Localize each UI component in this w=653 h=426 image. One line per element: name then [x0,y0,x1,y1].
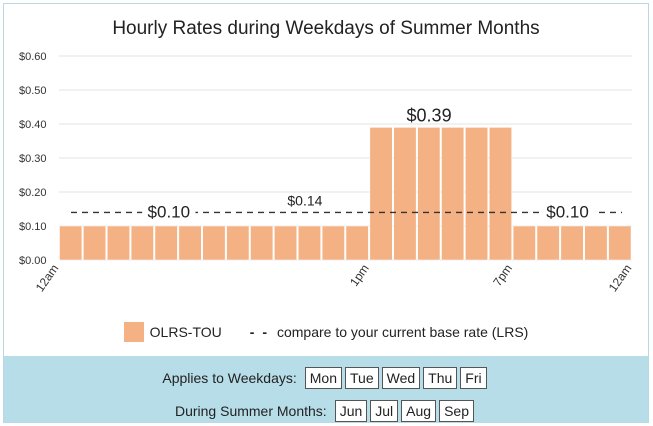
x-tick-label: 7pm [490,262,515,289]
bar [321,225,345,261]
legend-label-olrs: OLRS-TOU [149,324,222,340]
value-label-offpeak-evening-bg [540,202,595,222]
value-label-offpeak-morning-bg [142,202,196,222]
legend-label-lrs: compare to your current base rate (LRS) [276,324,529,340]
bar [178,225,202,261]
bar [560,225,584,261]
y-tick-label: $0.20 [19,187,47,199]
legend-item-olrs[interactable]: OLRS-TOU [123,322,222,342]
bar [107,225,130,261]
legend-item-lrs[interactable]: - - compare to your current base rate (L… [232,324,529,340]
y-tick-label: $0.00 [19,255,47,267]
y-tick-label: $0.40 [19,119,47,131]
reference-value-label: $0.14 [287,193,322,209]
bar [465,127,488,261]
value-label-peak: $0.39 [407,105,452,125]
x-tick-label: 1pm [347,262,372,289]
filter-panel: Applies to Weekdays: Mon Tue Wed Thu Fri… [4,356,648,422]
bar [584,225,608,261]
weekday-filter-row: Applies to Weekdays: Mon Tue Wed Thu Fri [4,367,648,389]
bar [298,225,321,261]
weekdays-label: Applies to Weekdays: [162,370,297,386]
legend-dash-icon: - - [249,324,269,340]
weekday-chip-wed[interactable]: Wed [381,367,421,389]
bar [608,225,632,261]
y-tick-label: $0.10 [19,221,47,233]
chart-card: Hourly Rates during Weekdays of Summer M… [3,3,649,423]
bar [536,225,560,261]
rate-chart: $0.00 $0.10 $0.20 $0.30 $0.40 $0.50 $0.60 $0.10… [19,51,635,295]
month-chip-sep[interactable]: Sep [439,400,475,422]
months-label: During Summer Months: [174,403,327,419]
bar [226,225,250,261]
value-label-offpeak-evening: $0.10 [546,202,589,221]
bar [250,225,274,261]
bar [345,225,369,261]
chart-legend: OLRS-TOU - - compare to your current bas… [4,322,648,342]
weekday-chip-fri[interactable]: Fri [460,367,487,389]
chart-title: Hourly Rates during Weekdays of Summer M… [112,18,540,39]
legend-swatch-olrs [123,322,144,342]
x-tick-label: 12am [606,262,635,295]
month-filter-row: During Summer Months: Jun Jul Aug Sep [4,400,648,422]
bar [441,127,465,261]
bar [417,127,441,261]
bar [59,225,83,261]
bar [512,225,536,261]
month-chip-jul[interactable]: Jul [370,400,399,422]
y-tick-label: $0.30 [19,153,47,165]
bar [274,225,297,261]
bar [83,225,106,261]
weekday-chip-tue[interactable]: Tue [345,367,379,389]
weekday-chip-mon[interactable]: Mon [304,367,342,389]
bar [202,225,226,261]
y-tick-label: $0.50 [19,85,47,97]
weekday-chip-thu[interactable]: Thu [423,367,458,389]
y-tick-label: $0.60 [19,51,47,63]
value-label-offpeak-morning: $0.10 [148,202,191,221]
bar [393,127,417,261]
bar [489,127,512,261]
bar [130,225,154,261]
bar [369,127,393,261]
month-chip-jun[interactable]: Jun [334,400,368,422]
bar [154,225,178,261]
month-chip-aug[interactable]: Aug [401,400,437,422]
